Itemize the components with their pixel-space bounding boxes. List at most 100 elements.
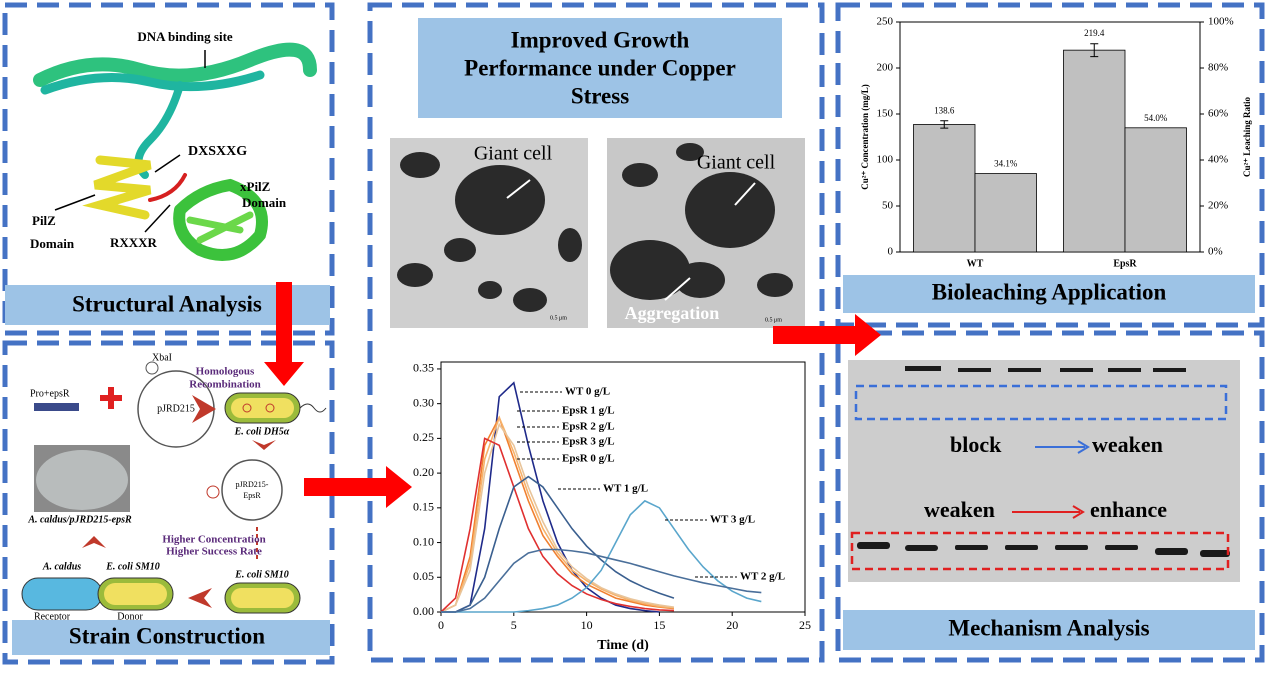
- panel-frame: [2, 2, 335, 336]
- bar: [1063, 49, 1126, 253]
- y2-tick-label: 20%: [1208, 200, 1228, 212]
- annotation: PilZ: [32, 213, 56, 228]
- x-tick-label: 0: [438, 618, 444, 632]
- annotation: DNA binding site: [137, 29, 233, 44]
- error-bar: [940, 120, 949, 129]
- annotation: weaken: [924, 497, 995, 522]
- title-box: [5, 285, 330, 325]
- error-bar: [1090, 43, 1099, 58]
- y2-tick-label: 40%: [1208, 154, 1228, 166]
- annotation: Recombination: [189, 379, 261, 391]
- y-tick-label: 0.30: [413, 395, 434, 409]
- series-label: EpsR 0 g/L: [562, 453, 615, 465]
- protein-structure: [33, 42, 317, 261]
- annotation: A. caldus: [42, 561, 81, 572]
- annotation: E. coli SM10: [105, 561, 160, 572]
- series-label: WT 2 g/L: [740, 571, 785, 583]
- bar: [913, 124, 976, 253]
- x-tick-label: 25: [799, 618, 811, 632]
- scale-bar-label: 0.5 μm: [550, 315, 567, 321]
- pointer: [54, 194, 96, 211]
- value-label: 34.1%: [994, 159, 1018, 169]
- annotation: RXXXR: [110, 235, 158, 250]
- annotation: enhance: [1090, 497, 1167, 522]
- panel-title: Strain Construction: [69, 623, 265, 648]
- flow-arrow: [773, 314, 881, 356]
- value-label: 219.4: [1084, 28, 1105, 38]
- y-tick-label: 0.15: [413, 500, 434, 514]
- x-tick-label: EpsR: [1113, 258, 1137, 269]
- series-label: EpsR 3 g/L: [562, 436, 615, 448]
- annotation: Domain: [242, 195, 287, 210]
- y2-tick-label: 100%: [1208, 16, 1234, 28]
- title-box: [843, 275, 1255, 313]
- y2-tick-label: 0%: [1208, 246, 1223, 258]
- y-tick-label: 150: [877, 108, 894, 120]
- strain-diagram: [21, 361, 327, 614]
- series-label: WT 0 g/L: [565, 386, 610, 398]
- x-tick-label: 20: [726, 618, 738, 632]
- panel-title: Bioleaching Application: [932, 279, 1167, 304]
- annotation: Giant cell: [474, 143, 553, 165]
- y-tick-label: 0.35: [413, 361, 434, 375]
- series-line: [441, 499, 762, 613]
- micrograph: [390, 138, 805, 328]
- y-tick-label: 0.25: [413, 430, 434, 444]
- annotation: E. coli SM10: [234, 569, 289, 580]
- series-line: [440, 415, 675, 613]
- series-label: WT 3 g/L: [710, 514, 755, 526]
- panel-frame: [835, 2, 1265, 328]
- series-label: EpsR 2 g/L: [562, 421, 615, 433]
- annotation: E. coli DH5α: [234, 426, 290, 437]
- annotation: Domain: [30, 236, 75, 251]
- y-tick-label: 50: [882, 200, 894, 212]
- annotation: block: [950, 432, 1002, 457]
- series-line: [440, 415, 675, 613]
- annotation: Pro+epsR: [30, 388, 70, 399]
- pointer: [144, 204, 171, 233]
- annotation: DXSXXG: [188, 144, 247, 159]
- panel-title: Performance under Copper: [464, 55, 736, 80]
- y2-axis-label: Cu²⁺ Leaching Ratio: [1242, 97, 1252, 177]
- series-line: [441, 475, 675, 613]
- scale-bar-label: 0.5 μm: [765, 317, 782, 323]
- y-tick-label: 0: [888, 246, 894, 258]
- gel-image: [848, 360, 1240, 582]
- annotation: Higher Success Rate: [166, 546, 262, 558]
- pointer: [154, 154, 181, 173]
- bar: [1124, 127, 1187, 253]
- series-label: EpsR 1 g/L: [562, 405, 615, 417]
- annotation: Homologous: [196, 366, 255, 378]
- y-tick-label: 0.20: [413, 465, 434, 479]
- annotation: pJRD215-: [236, 480, 269, 489]
- series-line: [441, 548, 762, 613]
- value-label: 54.0%: [1144, 113, 1168, 123]
- y-axis-label: Cu²⁺ Concentration (mg/L): [860, 84, 870, 189]
- y-tick-label: 250: [877, 16, 894, 28]
- pointer: [664, 277, 691, 301]
- title-box: [843, 610, 1255, 650]
- series-line: [441, 381, 660, 613]
- annotation: Receptor: [34, 611, 71, 622]
- annotation: Aggregation: [625, 303, 720, 323]
- annotation: xPilZ: [240, 179, 271, 194]
- annotation: weaken: [1092, 432, 1163, 457]
- annotation: EpsR: [243, 491, 261, 500]
- y-tick-label: 200: [877, 62, 894, 74]
- panel-title: Mechanism Analysis: [948, 615, 1149, 640]
- annotation: pJRD215: [157, 403, 195, 414]
- y2-tick-label: 80%: [1208, 62, 1228, 74]
- flow-arrow: [264, 282, 304, 386]
- y2-tick-label: 60%: [1208, 108, 1228, 120]
- bar: [974, 173, 1037, 253]
- x-tick-label: WT: [967, 258, 984, 269]
- series-label: WT 1 g/L: [603, 483, 648, 495]
- x-tick-label: 15: [653, 618, 665, 632]
- title-box: [418, 18, 782, 118]
- pointer: [506, 179, 531, 199]
- panel-title: Stress: [571, 83, 629, 108]
- x-axis-label: Time (d): [597, 638, 649, 653]
- annotation: XbaI: [152, 352, 172, 363]
- annotation: Higher Concentration: [162, 534, 265, 546]
- panel-title: Structural Analysis: [72, 291, 262, 316]
